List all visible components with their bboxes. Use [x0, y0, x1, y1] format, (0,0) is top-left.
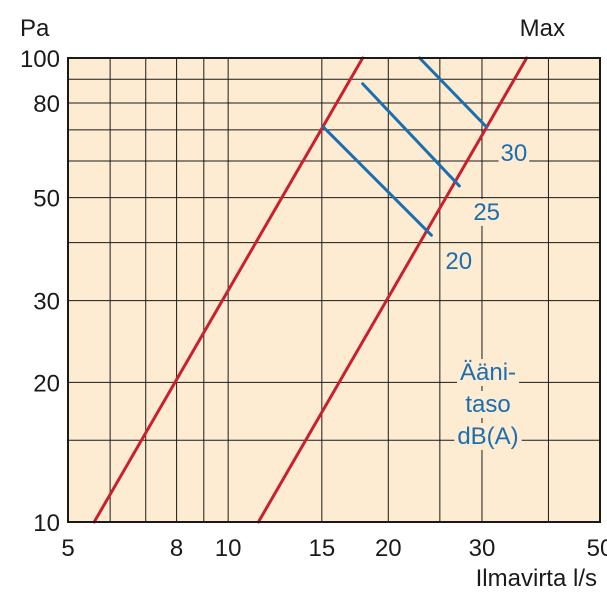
y-tick-label: 20	[33, 370, 60, 397]
max-label: Max	[520, 15, 565, 42]
noise-legend: Ääni-taso dB(A)	[454, 359, 522, 450]
noise-legend-line: dB(A)	[457, 423, 518, 450]
noise-label-background	[443, 248, 475, 276]
noise-line-label-30: 30	[501, 140, 528, 167]
noise-line-label-25: 25	[473, 199, 500, 226]
noise-legend-background	[456, 359, 520, 386]
boundary-lines	[92, 56, 529, 524]
noise-legend-background	[462, 391, 514, 418]
noise-line-30	[418, 56, 489, 129]
x-tick-label: 10	[215, 535, 242, 562]
boundary-line-1	[92, 56, 365, 524]
boundary-line-2	[256, 56, 529, 524]
noise-legend-line: taso	[465, 391, 510, 418]
noise-label-background	[498, 140, 530, 168]
noise-line-20	[321, 125, 433, 237]
noise-legend-line: Ääni-	[460, 359, 516, 386]
noise-line-25	[361, 82, 461, 188]
noise-line-label-20: 20	[445, 248, 472, 275]
y-tick-label: 10	[33, 510, 60, 537]
plot-background	[68, 58, 600, 522]
x-tick-label: 5	[61, 535, 74, 562]
y-axis-label: Pa	[20, 15, 50, 42]
y-tick-label: 30	[33, 289, 60, 316]
x-tick-label: 8	[170, 535, 183, 562]
y-tick-label: 80	[33, 91, 60, 118]
y-tick-label: 50	[33, 186, 60, 213]
x-tick-label: 50	[587, 535, 607, 562]
noise-label-background	[471, 198, 503, 226]
x-axis-label: Ilmavirta l/s	[476, 565, 597, 592]
noise-legend-background	[454, 423, 522, 450]
x-tick-label: 20	[375, 535, 402, 562]
x-tick-label: 30	[469, 535, 496, 562]
y-tick-label: 100	[20, 46, 60, 73]
plot-frame	[67, 57, 601, 523]
tick-labels: 5 8 10 15 20 30 50 10 20 30 50 80 100	[20, 46, 607, 562]
x-tick-label: 15	[308, 535, 335, 562]
